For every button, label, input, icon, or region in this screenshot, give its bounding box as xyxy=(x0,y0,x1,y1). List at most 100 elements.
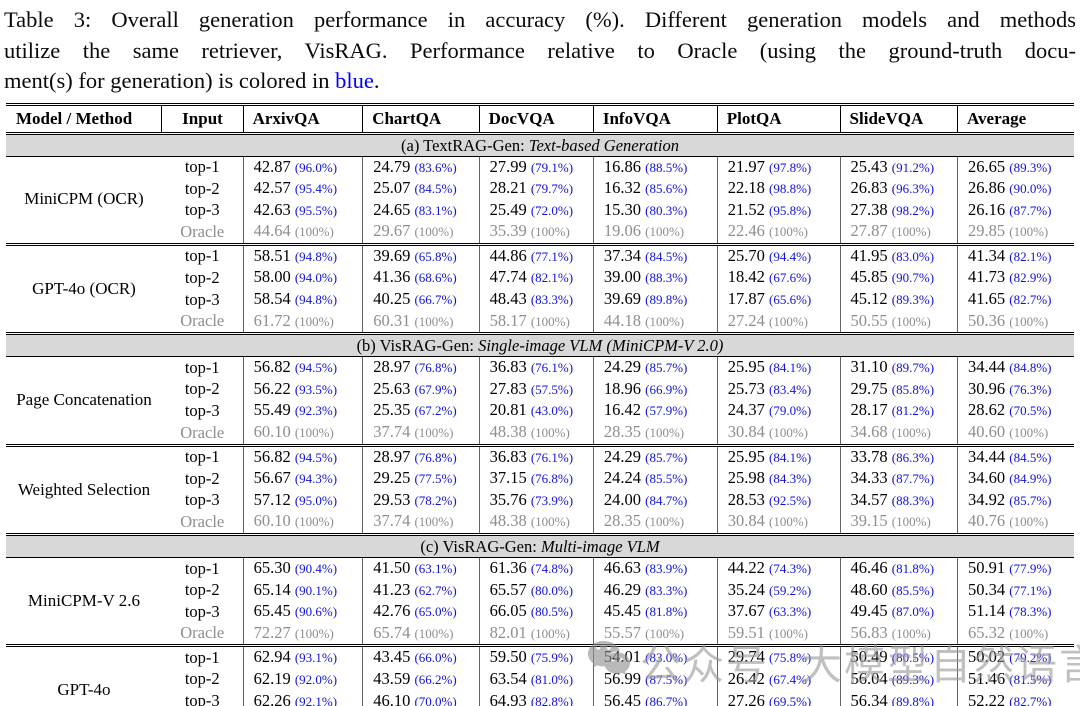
score-cell: 61.36 (74.8%) xyxy=(478,557,594,580)
score-cell: 40.60 (100%) xyxy=(957,422,1074,446)
score-value: 29.85 xyxy=(968,221,1010,241)
score-value: 48.38 xyxy=(489,511,531,531)
score-value: 72.27 xyxy=(253,622,295,642)
results-table: Model / Method Input ArxivQA ChartQA DocVQA I… xyxy=(6,102,1074,706)
relative-percent: (100%) xyxy=(645,224,685,240)
score-value: 39.69 xyxy=(603,289,646,309)
column-header-slidevqa: SlideVQA xyxy=(839,104,958,134)
score-value: 44.22 xyxy=(727,558,769,577)
score-value: 48.43 xyxy=(489,289,531,309)
score-cell: 62.26 (92.1%) xyxy=(242,690,363,706)
score-cell: 63.54 (81.0%) xyxy=(478,668,594,691)
score-value: 62.19 xyxy=(253,668,295,688)
score-cell: 65.74 (100%) xyxy=(362,622,480,646)
score-cell: 37.74 (100%) xyxy=(362,422,480,446)
score-cell: 50.91 (77.9%) xyxy=(957,557,1074,580)
relative-percent: (82.7%) xyxy=(1009,693,1052,706)
table-row: GPT-4o (OCR) top-1 58.51 (94.8%) 39.69 (65.… xyxy=(6,242,1074,334)
section-band-label: (b) VisRAG-Gen: Single-image VLM (MiniCP… xyxy=(6,332,1074,358)
relative-percent: (87.7%) xyxy=(1009,202,1052,218)
score-value: 25.63 xyxy=(373,378,415,398)
model-name: MiniCPM (OCR) xyxy=(24,189,144,209)
score-value: 18.96 xyxy=(603,378,646,398)
score-cell: 61.72 (100%) xyxy=(242,310,363,334)
section-band-label: (c) VisRAG-Gen: Multi-image VLM xyxy=(6,533,1074,558)
relative-percent: (83.9%) xyxy=(645,561,688,576)
score-value: 18.42 xyxy=(727,267,769,287)
score-value: 16.42 xyxy=(603,400,646,420)
score-cell: 22.46 (100%) xyxy=(716,221,841,245)
relative-percent: (84.7%) xyxy=(645,492,688,508)
score-cell: 30.96 (76.3%) xyxy=(957,378,1074,401)
score-value: 27.38 xyxy=(850,199,892,219)
relative-percent: (74.8%) xyxy=(530,561,574,576)
relative-percent: (83.0%) xyxy=(891,248,935,264)
score-value: 40.60 xyxy=(968,422,1010,442)
score-cell: 65.32 (100%) xyxy=(957,622,1074,646)
score-cell: 50.02 (79.2%) xyxy=(957,644,1074,669)
score-value: 44.86 xyxy=(489,245,531,265)
score-cell: 27.26 (69.5%) xyxy=(716,690,841,706)
score-value: 59.51 xyxy=(727,622,769,642)
relative-percent: (94.8%) xyxy=(294,292,338,308)
score-value: 56.67 xyxy=(253,468,295,488)
relative-percent: (100%) xyxy=(530,625,570,641)
score-value: 29.25 xyxy=(373,468,415,488)
score-value: 25.49 xyxy=(489,199,531,219)
score-value: 34.44 xyxy=(968,357,1010,377)
score-cell: 29.53 (78.2%) xyxy=(362,489,480,512)
score-cell: 48.43 (83.3%) xyxy=(478,289,594,311)
score-cell: 29.74 (75.8%) xyxy=(716,644,841,669)
relative-percent: (98.8%) xyxy=(768,181,812,197)
score-value: 28.97 xyxy=(373,446,415,466)
score-cell: 48.60 (85.5%) xyxy=(839,579,958,602)
score-cell: 28.62 (70.5%) xyxy=(957,400,1074,423)
relative-percent: (57.9%) xyxy=(645,403,688,419)
table-row: top-3 42.63 (95.5%) 24.65 (83.1%) 25.49 (72… xyxy=(6,199,1074,222)
score-value: 48.60 xyxy=(850,579,892,599)
relative-percent: (94.4%) xyxy=(768,248,812,264)
score-value: 31.10 xyxy=(850,357,892,377)
table-row: top-3 62.26 (92.1%) 46.10 (70.0%) 64.93 (82… xyxy=(6,690,1074,706)
score-cell: 40.25 (66.7%) xyxy=(362,289,480,311)
input-label: Oracle xyxy=(180,311,225,331)
score-value: 56.83 xyxy=(850,622,892,642)
caption-line-1: Table 3: Overall generation performance … xyxy=(4,7,1076,32)
relative-percent: (100%) xyxy=(1009,224,1049,240)
caption-line-2: utilize the same retriever, VisRAG. Perf… xyxy=(4,37,1076,63)
relative-percent: (82.9%) xyxy=(1009,270,1052,286)
score-cell: 62.94 (93.1%) xyxy=(242,644,363,669)
score-value: 34.57 xyxy=(850,489,892,509)
score-value: 42.87 xyxy=(253,156,295,176)
relative-percent: (90.7%) xyxy=(891,270,935,286)
relative-percent: (80.5%) xyxy=(891,650,935,666)
score-value: 28.62 xyxy=(968,400,1010,420)
score-cell: 44.86 (77.1%) xyxy=(478,242,594,268)
relative-percent: (100%) xyxy=(414,425,454,441)
score-value: 28.53 xyxy=(727,489,769,509)
relative-percent: (76.8%) xyxy=(414,449,457,465)
score-value: 41.50 xyxy=(373,558,415,577)
relative-percent: (84.5%) xyxy=(414,181,457,197)
section-band-0: (a) TextRAG-Gen: Text-based Generation xyxy=(6,131,1074,157)
score-cell: 34.92 (85.7%) xyxy=(957,489,1074,512)
score-cell: 48.38 (100%) xyxy=(478,511,594,535)
relative-percent: (83.0%) xyxy=(645,650,688,666)
score-value: 50.91 xyxy=(968,558,1010,577)
score-value: 42.57 xyxy=(253,178,295,198)
relative-percent: (77.1%) xyxy=(530,248,574,264)
table-row: top-3 55.49 (92.3%) 25.35 (67.2%) 20.81 (43… xyxy=(6,400,1074,423)
score-value: 58.51 xyxy=(253,245,295,265)
score-cell: 60.31 (100%) xyxy=(362,310,480,334)
score-cell: 56.82 (94.5%) xyxy=(242,443,363,469)
score-cell: 60.10 (100%) xyxy=(242,422,363,446)
score-cell: 33.78 (86.3%) xyxy=(839,443,958,469)
table-row: MiniCPM-V 2.6 top-1 65.30 (90.4%) 41.50 (63… xyxy=(6,557,1074,610)
score-cell: 30.84 (100%) xyxy=(716,422,841,446)
score-value: 56.82 xyxy=(253,357,295,377)
score-value: 63.54 xyxy=(489,668,531,688)
input-label: top-1 xyxy=(184,558,220,578)
relative-percent: (100%) xyxy=(891,514,931,530)
relative-percent: (76.8%) xyxy=(414,360,457,376)
relative-percent: (79.2%) xyxy=(1009,650,1052,666)
